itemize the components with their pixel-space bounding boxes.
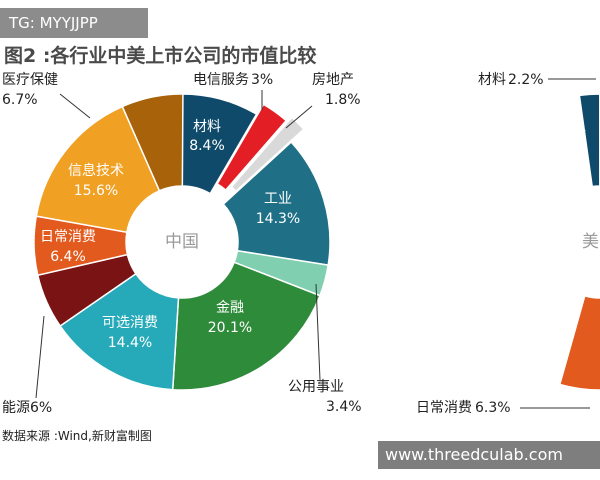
china-label-能源-name: 能源 <box>2 400 30 416</box>
us-label-日常消费-name: 日常消费 <box>416 400 472 416</box>
china-slice-value-金融: 20.1% <box>208 320 252 336</box>
china-slice-name-材料: 材料 <box>193 119 221 135</box>
china-label-公用事业-name: 公用事业 <box>288 379 344 395</box>
china-label-公用事业-value: 3.4% <box>326 399 362 415</box>
china-slice-name-金融: 金融 <box>216 300 244 316</box>
us-slice-value-信息技术: 36.4% <box>478 267 522 283</box>
china-slice-电信服务 <box>216 103 288 192</box>
china-slice-value-信息技术: 15.6% <box>74 183 118 199</box>
china-leader-房地产 <box>285 105 313 129</box>
china-leader-医疗保健 <box>59 93 91 119</box>
china-slice-name-日常消费: 日常消费 <box>40 229 96 245</box>
china-slice-value-工业: 14.3% <box>256 211 300 227</box>
us-slice-name-信息技术: 信息技术 <box>472 246 528 263</box>
china-label-医疗保健-value: 6.7% <box>2 92 38 108</box>
watermark-bottom: www.threedculab.com <box>378 441 600 469</box>
china-slice-信息技术 <box>35 105 161 234</box>
us-label-材料-name: 材料 <box>478 72 506 88</box>
china-label-医疗保健-name: 医疗保健 <box>2 72 58 88</box>
us-label-日常消费-value: 6.3% <box>475 400 511 416</box>
china-label-房地产-value: 1.8% <box>325 92 361 108</box>
china-label-电信服务-value: 3% <box>251 72 273 88</box>
china-slice-材料 <box>181 93 258 195</box>
china-label-能源-value: 6% <box>30 400 52 416</box>
china-slice-name-可选消费: 可选消费 <box>102 315 158 331</box>
china-leader-公用事业 <box>315 283 321 381</box>
china-center-label: 中国 <box>165 232 199 252</box>
china-slice-金融 <box>171 261 321 391</box>
china-label-房地产-name: 房地产 <box>312 72 354 88</box>
china-slice-可选消费 <box>59 272 180 391</box>
us-center-label: 美 <box>582 232 599 252</box>
china-slice-name-信息技术: 信息技术 <box>68 162 124 179</box>
us-slice-value-医疗保健: 11.7% <box>536 147 580 163</box>
source-note: 数据来源 :Wind,新财富制图 <box>2 429 152 443</box>
china-label-电信服务-name: 电信服务 <box>193 72 249 88</box>
chart-title: 图2 :各行业中美上市公司的市值比较 <box>4 45 317 67</box>
china-slice-value-日常消费: 6.4% <box>50 249 86 265</box>
china-slice-value-材料: 8.4% <box>189 138 225 154</box>
china-slice-房地产 <box>230 116 305 193</box>
us-label-材料-value: 2.2% <box>508 72 544 88</box>
china-donut: 中国 材料 8.4% 工业 14.3% 金融 20.1% 可选消费 14.4% … <box>2 72 362 416</box>
china-slice-工业 <box>222 140 331 267</box>
us-slice-name-医疗保健: 医疗保健 <box>530 127 586 143</box>
watermark-top: TG: MYYJJPP <box>0 8 148 38</box>
china-slice-医疗保健 <box>121 93 184 192</box>
us-slice-日常消费 <box>558 294 600 391</box>
china-slice-value-可选消费: 14.4% <box>108 335 152 351</box>
china-slice-name-工业: 工业 <box>264 191 292 207</box>
us-donut: 美 医疗保健 11.7% 信息技术 36.4% 材料 2.2% 日常消费 6.3… <box>416 72 600 416</box>
china-leader-能源 <box>35 315 45 399</box>
